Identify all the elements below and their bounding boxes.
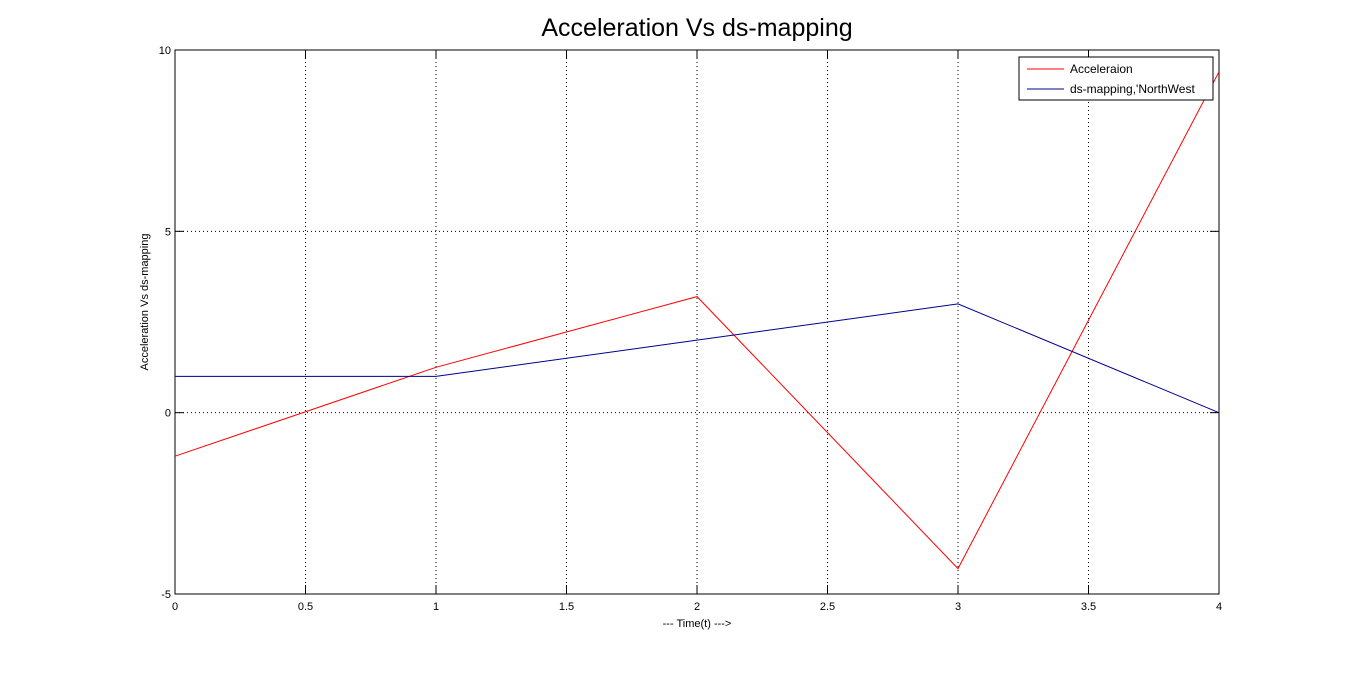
y-tick-label: 10 (159, 45, 171, 57)
series-line-1 (174, 71, 1220, 570)
x-tick-label: 3.5 (1081, 601, 1096, 613)
x-tick-label: 0.5 (298, 601, 313, 613)
legend: Acceleraion ds-mapping,'NorthWest (1018, 56, 1214, 101)
x-tick-label: 2.5 (820, 601, 835, 613)
y-tick-label: 0 (165, 408, 171, 420)
x-tick-label: 3 (955, 601, 961, 613)
chart-title: Acceleration Vs ds-mapping (541, 14, 852, 42)
x-tick-label: 1 (433, 601, 439, 613)
x-tick-label: 1.5 (559, 601, 574, 613)
legend-label-1: Acceleraion (1070, 62, 1133, 76)
y-tick-label: 5 (165, 226, 171, 238)
x-tick-label: 0 (172, 601, 178, 613)
legend-box (1018, 56, 1214, 101)
series-lines (174, 71, 1220, 570)
legend-label-2: ds-mapping,'NorthWest (1070, 82, 1195, 96)
x-tick-label: 2 (694, 601, 700, 613)
x-axis-label: --- Time(t) ---> (663, 618, 732, 630)
series-line-2 (175, 303, 1220, 414)
x-tick-label: 4 (1216, 601, 1222, 613)
y-axis-label: Acceleration Vs ds-mapping (139, 234, 151, 371)
y-tick-label: -5 (161, 589, 171, 601)
